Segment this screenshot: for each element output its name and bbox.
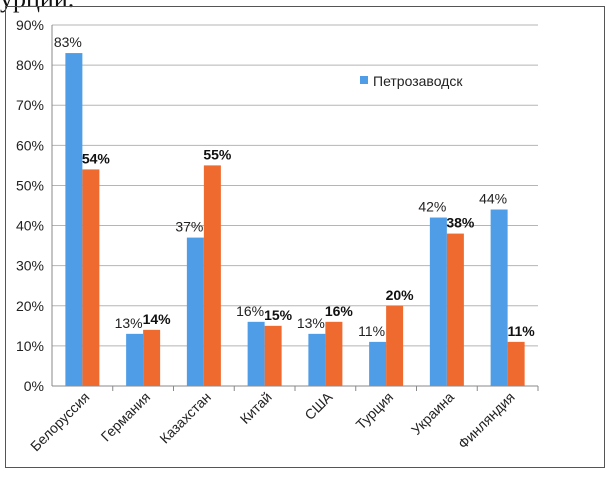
data-label: 11% bbox=[358, 323, 385, 339]
legend-swatch-petrozavodsk bbox=[360, 76, 368, 84]
bar bbox=[490, 209, 508, 386]
category-label: Турция bbox=[353, 389, 397, 433]
y-tick-label: 40% bbox=[16, 218, 44, 234]
data-label: 83% bbox=[54, 34, 82, 50]
category-label: Белоруссия bbox=[27, 389, 92, 454]
data-label: 44% bbox=[479, 191, 507, 207]
bar bbox=[446, 233, 464, 386]
bar bbox=[325, 321, 343, 386]
y-tick-label: 0% bbox=[24, 378, 44, 394]
chart-frame bbox=[5, 6, 605, 468]
bar bbox=[143, 329, 161, 386]
bar bbox=[247, 321, 265, 386]
bar bbox=[186, 237, 204, 386]
category-label: Казахстан bbox=[156, 389, 214, 447]
category-label: Китай bbox=[237, 389, 275, 427]
data-label: 37% bbox=[175, 219, 203, 235]
data-label: 55% bbox=[203, 146, 232, 162]
legend-label-petrozavodsk: Петрозаводск bbox=[373, 73, 463, 89]
data-label: 14% bbox=[143, 311, 172, 327]
data-label: 20% bbox=[386, 287, 415, 303]
bar bbox=[507, 341, 525, 386]
data-label: 13% bbox=[115, 315, 143, 331]
data-label: 13% bbox=[297, 315, 325, 331]
bar bbox=[264, 325, 282, 386]
bar bbox=[308, 333, 326, 386]
data-label: 16% bbox=[236, 303, 264, 319]
bar bbox=[386, 305, 404, 386]
bar bbox=[126, 333, 144, 386]
y-tick-label: 60% bbox=[16, 137, 44, 153]
category-label: Германия bbox=[98, 389, 154, 445]
category-label: США bbox=[301, 388, 336, 423]
y-tick-label: 30% bbox=[16, 258, 44, 274]
y-tick-label: 90% bbox=[16, 17, 44, 33]
data-label: 38% bbox=[446, 215, 475, 231]
category-label: Финляндия bbox=[455, 389, 518, 452]
bar bbox=[203, 165, 221, 386]
bar bbox=[369, 341, 387, 386]
category-label: Украина bbox=[408, 389, 457, 438]
data-label: 54% bbox=[82, 150, 111, 166]
data-label: 16% bbox=[325, 303, 354, 319]
data-label: 11% bbox=[508, 323, 536, 339]
y-tick-label: 10% bbox=[16, 338, 44, 354]
bar bbox=[429, 217, 447, 386]
y-tick-label: 70% bbox=[16, 97, 44, 113]
data-label: 15% bbox=[264, 307, 293, 323]
y-tick-label: 20% bbox=[16, 298, 44, 314]
y-tick-label: 50% bbox=[16, 177, 44, 193]
bar bbox=[65, 53, 83, 386]
y-tick-label: 80% bbox=[16, 57, 44, 73]
bar bbox=[82, 169, 100, 386]
data-label: 42% bbox=[418, 199, 446, 215]
